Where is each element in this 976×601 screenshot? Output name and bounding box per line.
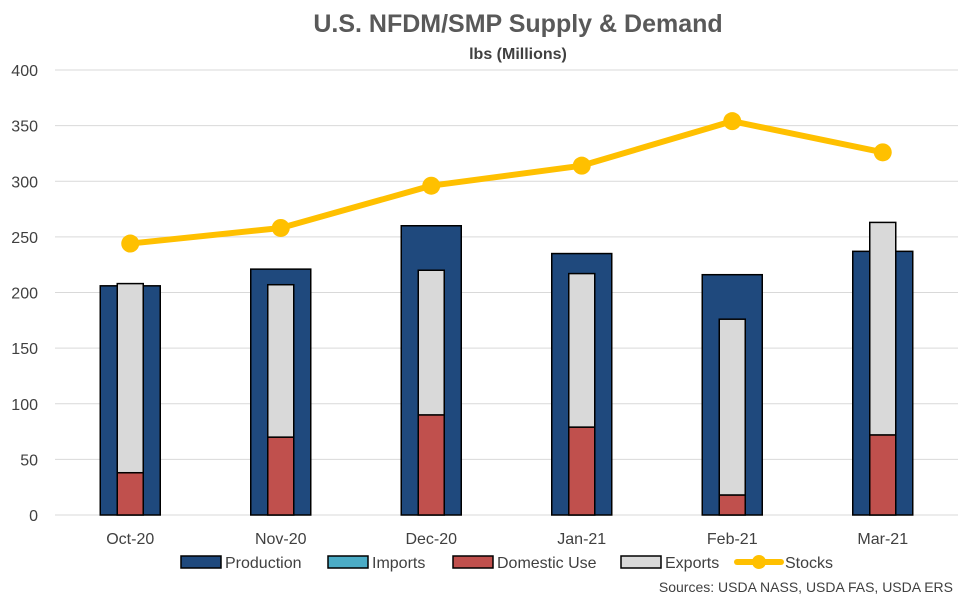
y-tick-label: 100 bbox=[11, 397, 38, 414]
bars bbox=[99, 221, 914, 516]
x-tick-label: Nov-20 bbox=[255, 531, 307, 548]
chart-subtitle: lbs (Millions) bbox=[469, 46, 567, 63]
y-tick-label: 0 bbox=[29, 508, 38, 525]
legend-exports-swatch bbox=[620, 555, 662, 569]
legend-label-stocks: Stocks bbox=[785, 555, 833, 572]
legend-label-imports: Imports bbox=[372, 555, 425, 572]
exports-bar bbox=[869, 221, 897, 436]
exports-bar bbox=[417, 269, 445, 416]
exports-bar bbox=[267, 283, 295, 438]
y-tick-label: 150 bbox=[11, 341, 38, 358]
domestic-use-bar bbox=[116, 471, 144, 516]
legend-label-production: Production bbox=[225, 555, 302, 572]
legend-domestic-use-swatch bbox=[452, 555, 494, 569]
stocks-line bbox=[121, 112, 892, 253]
domestic-use-bar bbox=[718, 494, 746, 516]
y-tick-label: 350 bbox=[11, 119, 38, 136]
legend-label-exports: Exports bbox=[665, 555, 719, 572]
domestic-use-bar bbox=[869, 434, 897, 516]
x-tick-label: Oct-20 bbox=[106, 531, 154, 548]
x-axis-ticks: Oct-20 Nov-20 Dec-20 Jan-21 Feb-21 Mar-21 bbox=[106, 531, 908, 548]
x-tick-label: Feb-21 bbox=[707, 531, 758, 548]
legend-production-swatch bbox=[180, 555, 222, 569]
x-tick-label: Jan-21 bbox=[557, 531, 606, 548]
legend-imports-swatch bbox=[327, 555, 369, 569]
domestic-use-bar bbox=[267, 436, 295, 516]
y-tick-label: 50 bbox=[20, 452, 38, 469]
stocks-point bbox=[572, 156, 591, 175]
legend: Production Imports Domestic Use Exports Stoc… bbox=[180, 555, 833, 572]
y-axis-ticks: 0 50 100 150 200 250 300 350 400 bbox=[11, 63, 38, 525]
y-tick-label: 300 bbox=[11, 174, 38, 191]
gridlines bbox=[55, 69, 958, 516]
domestic-use-bar bbox=[568, 426, 596, 516]
x-tick-label: Mar-21 bbox=[857, 531, 908, 548]
exports-bar bbox=[116, 282, 144, 474]
y-tick-label: 250 bbox=[11, 230, 38, 247]
y-tick-label: 200 bbox=[11, 286, 38, 303]
legend-label-domestic-use: Domestic Use bbox=[497, 555, 597, 572]
exports-bar bbox=[718, 318, 746, 496]
stocks-point bbox=[723, 112, 742, 131]
stocks-point bbox=[873, 143, 892, 162]
y-tick-label: 400 bbox=[11, 63, 38, 80]
stocks-point bbox=[422, 176, 441, 195]
legend-stocks-marker bbox=[752, 555, 766, 569]
exports-bar bbox=[568, 272, 596, 428]
source-note: Sources: USDA NASS, USDA FAS, USDA ERS bbox=[659, 579, 953, 595]
stocks-line-path bbox=[127, 118, 886, 247]
chart-title: U.S. NFDM/SMP Supply & Demand bbox=[313, 10, 722, 38]
stocks-point bbox=[271, 218, 290, 237]
stocks-point bbox=[121, 234, 140, 253]
x-tick-label: Dec-20 bbox=[405, 531, 457, 548]
domestic-use-bar bbox=[417, 414, 445, 516]
